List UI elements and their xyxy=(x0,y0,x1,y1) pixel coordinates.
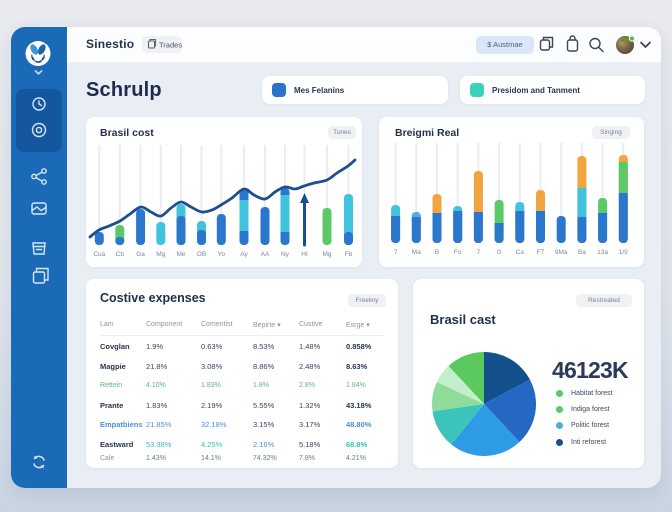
svg-text:13a: 13a xyxy=(597,249,608,256)
svg-text:Mg: Mg xyxy=(156,251,165,258)
svg-text:Ba: Ba xyxy=(578,249,586,256)
svg-text:Me: Me xyxy=(176,251,185,258)
svg-text:Trades: Trades xyxy=(159,41,182,50)
svg-text:Cua: Cua xyxy=(93,251,105,258)
svg-text:Ma: Ma xyxy=(412,249,421,256)
svg-text:Ny: Ny xyxy=(281,251,290,258)
svg-text:Ca: Ca xyxy=(516,249,525,256)
svg-text:AA: AA xyxy=(261,251,270,258)
svg-text:Fb: Fb xyxy=(345,251,353,258)
svg-text:7: 7 xyxy=(477,249,481,256)
svg-text:OB: OB xyxy=(197,251,206,258)
svg-text:Cb: Cb xyxy=(116,251,125,258)
svg-text:1/9: 1/9 xyxy=(619,249,628,256)
svg-text:9Ma: 9Ma xyxy=(555,249,568,256)
svg-text:F7: F7 xyxy=(537,249,545,256)
svg-text:HI: HI xyxy=(301,251,308,258)
svg-text:Ay: Ay xyxy=(240,251,248,258)
svg-text:Mg: Mg xyxy=(322,251,331,258)
svg-text:G: G xyxy=(497,249,502,256)
svg-text:Ga: Ga xyxy=(136,251,145,258)
svg-text:Yo: Yo xyxy=(218,251,226,258)
svg-text:Fo: Fo xyxy=(454,249,462,256)
svg-text:B: B xyxy=(435,249,439,256)
svg-text:7: 7 xyxy=(394,249,398,256)
